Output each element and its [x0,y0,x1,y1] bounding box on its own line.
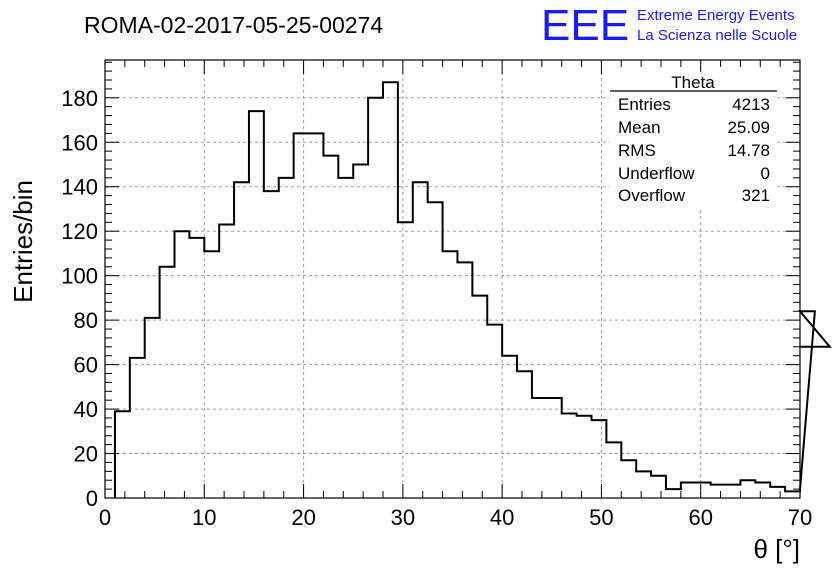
stats-box: Theta Entries 4213 Mean 25.09 RMS 14.78 … [610,72,777,208]
stats-label-mean: Mean [618,118,661,137]
x-tick-label: 0 [99,505,111,530]
stats-label-underflow: Underflow [618,164,695,183]
axis-ticks [104,60,801,499]
y-tick-label: 160 [61,130,98,155]
x-tick-label: 20 [291,505,315,530]
stats-value-underflow: 0 [761,164,770,183]
x-axis-title: θ [°] [753,534,800,564]
stats-value-mean: 25.09 [727,118,770,137]
y-tick-label: 80 [74,308,98,333]
y-tick-label: 140 [61,175,98,200]
x-tick-label: 50 [589,505,613,530]
run-title: ROMA-02-2017-05-25-00274 [84,12,383,38]
y-axis-title: Entries/bin [8,180,38,303]
stats-title: Theta [671,73,715,92]
plot-frame [104,59,801,499]
stats-label-entries: Entries [618,95,671,114]
x-tick-label: 10 [192,505,216,530]
y-tick-label: 60 [74,353,98,378]
x-tick-label: 30 [391,505,415,530]
y-tick-label: 0 [86,486,98,511]
stats-label-overflow: Overflow [618,186,686,205]
y-tick-label: 120 [61,219,98,244]
y-tick-label: 180 [61,86,98,111]
y-tick-label: 100 [61,264,98,289]
stats-value-rms: 14.78 [727,141,770,160]
tick-labels: 0 10 20 30 40 50 60 70 0 20 40 60 80 100 120 140 160 180 [61,86,812,530]
stats-box-background [610,72,776,208]
eee-logo-line2: La Scienza nelle Scuole [637,27,797,44]
eee-logo: EEE Extreme Energy Events La Scienza nel… [541,1,797,50]
x-tick-label: 70 [788,505,812,530]
eee-logo-line1: Extreme Energy Events [637,7,795,24]
histogram-step-line [113,81,832,498]
x-tick-label: 40 [490,505,514,530]
y-tick-label: 40 [74,397,98,422]
stats-label-rms: RMS [618,141,656,160]
y-tick-label: 20 [74,442,98,467]
x-tick-label: 60 [688,505,712,530]
stats-value-overflow: 321 [742,186,770,205]
eee-logo-letters: EEE [541,1,629,50]
stats-value-entries: 4213 [732,95,770,114]
